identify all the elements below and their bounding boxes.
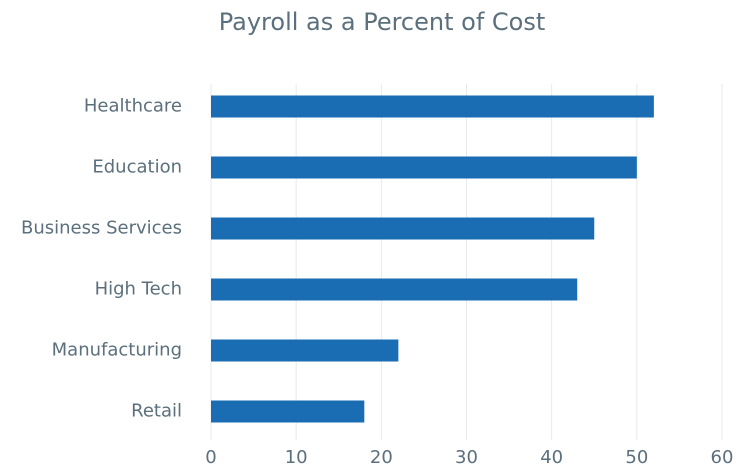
- y-tick-label: Manufacturing: [52, 340, 182, 361]
- y-tick-label: Business Services: [21, 218, 182, 239]
- bar: [211, 156, 637, 179]
- bar: [211, 217, 595, 240]
- bar: [211, 339, 399, 362]
- y-tick-label: Retail: [131, 401, 182, 422]
- x-tick-label: 40: [540, 447, 563, 468]
- x-tick-label: 50: [625, 447, 648, 468]
- y-tick-label: High Tech: [95, 279, 182, 300]
- bar: [211, 278, 578, 301]
- x-tick-label: 60: [711, 447, 734, 468]
- bar: [211, 400, 365, 423]
- chart-title: Payroll as a Percent of Cost: [219, 8, 546, 36]
- x-tick-label: 20: [370, 447, 393, 468]
- x-tick-label: 0: [205, 447, 216, 468]
- y-tick-label: Education: [92, 157, 182, 178]
- bar: [211, 95, 654, 118]
- x-tick-label: 10: [285, 447, 308, 468]
- y-tick-label: Healthcare: [84, 96, 182, 117]
- x-tick-label: 30: [455, 447, 478, 468]
